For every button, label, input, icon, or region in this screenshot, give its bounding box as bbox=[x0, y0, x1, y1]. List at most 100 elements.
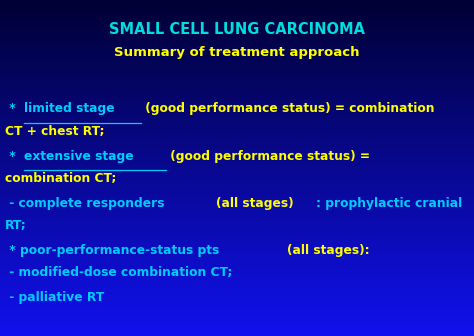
Bar bbox=[0, 287, 474, 288]
Bar bbox=[0, 98, 474, 100]
Bar bbox=[0, 38, 474, 39]
Bar bbox=[0, 205, 474, 206]
Bar bbox=[0, 20, 474, 21]
Bar bbox=[0, 13, 474, 14]
Bar bbox=[0, 135, 474, 137]
Bar bbox=[0, 194, 474, 195]
Bar bbox=[0, 199, 474, 201]
Bar bbox=[0, 67, 474, 68]
Bar bbox=[0, 14, 474, 16]
Bar bbox=[0, 239, 474, 240]
Bar bbox=[0, 330, 474, 332]
Bar bbox=[0, 282, 474, 283]
Bar bbox=[0, 221, 474, 222]
Bar bbox=[0, 326, 474, 327]
Bar bbox=[0, 264, 474, 265]
Bar bbox=[0, 302, 474, 303]
Bar bbox=[0, 272, 474, 273]
Bar bbox=[0, 248, 474, 249]
Bar bbox=[0, 303, 474, 305]
Text: SMALL CELL LUNG CARCINOMA: SMALL CELL LUNG CARCINOMA bbox=[109, 22, 365, 37]
Bar bbox=[0, 53, 474, 54]
Bar bbox=[0, 59, 474, 60]
Bar bbox=[0, 197, 474, 198]
Bar bbox=[0, 74, 474, 75]
Bar bbox=[0, 54, 474, 55]
Bar bbox=[0, 171, 474, 172]
Bar bbox=[0, 157, 474, 158]
Bar bbox=[0, 68, 474, 70]
Bar bbox=[0, 86, 474, 87]
Bar bbox=[0, 35, 474, 36]
Bar bbox=[0, 219, 474, 221]
Bar bbox=[0, 169, 474, 170]
Bar bbox=[0, 75, 474, 76]
Bar bbox=[0, 335, 474, 336]
Bar bbox=[0, 278, 474, 279]
Bar bbox=[0, 160, 474, 161]
Bar bbox=[0, 216, 474, 217]
Bar bbox=[0, 270, 474, 271]
Bar bbox=[0, 58, 474, 59]
Bar bbox=[0, 113, 474, 114]
Bar bbox=[0, 107, 474, 108]
Bar bbox=[0, 268, 474, 269]
Bar bbox=[0, 242, 474, 243]
Bar bbox=[0, 285, 474, 286]
Bar bbox=[0, 44, 474, 45]
Bar bbox=[0, 178, 474, 179]
Bar bbox=[0, 316, 474, 317]
Bar bbox=[0, 207, 474, 208]
Bar bbox=[0, 312, 474, 313]
Bar bbox=[0, 315, 474, 316]
Bar bbox=[0, 150, 474, 151]
Bar bbox=[0, 65, 474, 66]
Bar bbox=[0, 334, 474, 335]
Bar bbox=[0, 37, 474, 38]
Bar bbox=[0, 297, 474, 298]
Bar bbox=[0, 184, 474, 185]
Bar bbox=[0, 226, 474, 227]
Bar bbox=[0, 143, 474, 144]
Bar bbox=[0, 319, 474, 320]
Bar bbox=[0, 122, 474, 123]
Bar bbox=[0, 227, 474, 228]
Bar bbox=[0, 318, 474, 319]
Bar bbox=[0, 176, 474, 177]
Bar bbox=[0, 252, 474, 253]
Bar bbox=[0, 31, 474, 33]
Bar bbox=[0, 77, 474, 78]
Bar bbox=[0, 192, 474, 193]
Bar bbox=[0, 261, 474, 262]
Bar bbox=[0, 277, 474, 278]
Bar bbox=[0, 195, 474, 196]
Bar bbox=[0, 96, 474, 97]
Bar bbox=[0, 255, 474, 256]
Bar bbox=[0, 299, 474, 300]
Bar bbox=[0, 283, 474, 285]
Bar bbox=[0, 110, 474, 111]
Bar bbox=[0, 154, 474, 155]
Bar bbox=[0, 271, 474, 272]
Bar bbox=[0, 269, 474, 270]
Bar bbox=[0, 46, 474, 47]
Text: (all stages):: (all stages): bbox=[287, 244, 369, 257]
Bar bbox=[0, 162, 474, 164]
Bar bbox=[0, 45, 474, 46]
Bar bbox=[0, 128, 474, 129]
Bar bbox=[0, 218, 474, 219]
Bar bbox=[0, 308, 474, 309]
Bar bbox=[0, 186, 474, 187]
Bar bbox=[0, 111, 474, 112]
Bar bbox=[0, 276, 474, 277]
Bar bbox=[0, 101, 474, 102]
Bar bbox=[0, 263, 474, 264]
Bar bbox=[0, 39, 474, 40]
Bar bbox=[0, 266, 474, 268]
Text: Summary of treatment approach: Summary of treatment approach bbox=[114, 46, 360, 59]
Bar bbox=[0, 246, 474, 248]
Bar bbox=[0, 132, 474, 133]
Bar bbox=[0, 144, 474, 145]
Bar bbox=[0, 123, 474, 124]
Bar bbox=[0, 240, 474, 241]
